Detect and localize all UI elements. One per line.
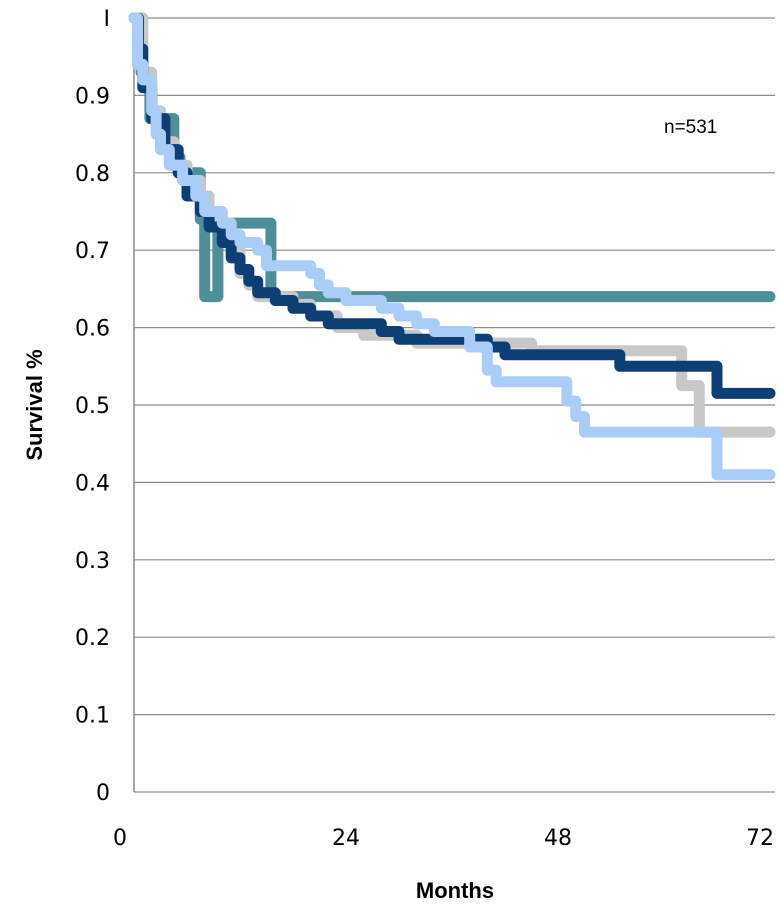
x-axis-title: Months	[416, 878, 494, 903]
y-tick-label: 0.2	[75, 626, 110, 651]
y-axis-title: Survival %	[22, 349, 47, 460]
gridlines	[134, 17, 775, 793]
survival-curve-3	[128, 12, 776, 399]
y-tick-label: 0	[96, 781, 110, 806]
survival-curve-4	[128, 12, 776, 481]
y-tick-label: I	[104, 7, 111, 32]
y-tick-label: 0.7	[75, 239, 110, 264]
x-tick-label: 24	[332, 826, 360, 851]
y-tick-label: 0.8	[75, 162, 110, 187]
y-tick-label: 0.5	[75, 394, 110, 419]
y-tick-label: 0.3	[75, 549, 110, 574]
y-tick-label: 0.4	[75, 471, 110, 496]
y-tick-labels: 0 0.1 0.2 0.3 0.4 0.5 0.6 0.7 0.8 0.9 I	[75, 7, 110, 806]
series-lines	[128, 12, 776, 481]
y-tick-label: 0.1	[75, 704, 110, 729]
sample-size-annotation: n=531	[664, 117, 717, 138]
y-tick-label: 0.6	[75, 317, 110, 342]
y-tick-label: 0.9	[75, 84, 110, 109]
x-tick-label: 48	[544, 826, 572, 851]
x-tick-label: 72	[746, 826, 774, 851]
x-tick-labels: 0 24 48 72	[113, 826, 774, 851]
x-tick-label: 0	[113, 826, 127, 851]
